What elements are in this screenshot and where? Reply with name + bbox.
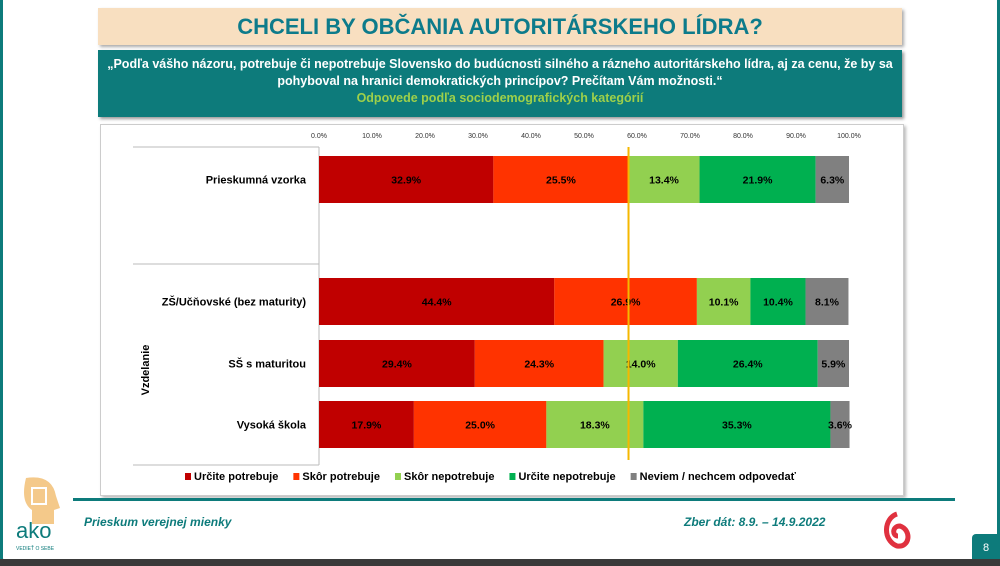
x-tick-label: 100.0% (837, 133, 861, 140)
data-label: 26.9% (611, 297, 641, 309)
bar-segment (830, 401, 850, 448)
x-tick-label: 40.0% (521, 133, 541, 140)
bar-segment (493, 156, 629, 203)
footer-date: Zber dát: 8.9. – 14.9.2022 (684, 515, 826, 529)
category-label: Prieskumná vzorka (206, 175, 307, 187)
bar-segment (815, 156, 849, 203)
ako-logo: ako VEDIEŤ O SEBE (16, 477, 60, 552)
data-label: 5.9% (821, 359, 846, 371)
legend-swatch (293, 473, 300, 480)
bar-segment (319, 156, 494, 203)
x-tick-label: 10.0% (362, 133, 382, 140)
svg-text:ako: ako (16, 518, 51, 543)
data-label: 17.9% (352, 420, 382, 432)
bar-segment (319, 278, 555, 325)
bar-segment (474, 340, 604, 387)
legend-swatch (394, 473, 401, 480)
bar-segment (677, 340, 818, 387)
legend-swatch (509, 473, 516, 480)
data-label: 29.4% (382, 359, 412, 371)
data-label: 35.3% (722, 420, 752, 432)
stacked-bar-chart: 0.0% 10.0% 20.0% 30.0% 40.0% 50.0% 60.0% 70.0% 8… (133, 133, 861, 483)
data-label: 10.1% (709, 297, 739, 309)
x-tick-label: 0.0% (311, 133, 327, 140)
x-tick-label: 30.0% (468, 133, 488, 140)
question-text: „Podľa vášho názoru, potrebuje či nepotr… (107, 57, 893, 88)
data-label: 13.4% (649, 175, 679, 187)
x-tick-label: 90.0% (786, 133, 806, 140)
legend-label: Skôr potrebuje (302, 471, 380, 483)
spiral-logo-icon (884, 511, 911, 549)
bar-segment (628, 156, 700, 203)
bar-segment (805, 278, 849, 325)
data-label: 25.5% (546, 175, 576, 187)
x-tick-label: 80.0% (733, 133, 753, 140)
data-label: 6.3% (820, 175, 845, 187)
legend-label: Neviem / nechcem odpovedať (640, 471, 797, 483)
legend-swatch (630, 473, 637, 480)
category-label: SŠ s maturitou (228, 358, 306, 371)
footer-rule (73, 498, 955, 501)
legend-label: Skôr nepotrebuje (404, 471, 494, 483)
bar-segment (696, 278, 751, 325)
group-label: Vzdelanie (140, 345, 152, 396)
question-box: „Podľa vášho názoru, potrebuje či nepotr… (98, 50, 902, 117)
svg-text:VEDIEŤ O SEBE: VEDIEŤ O SEBE (16, 544, 55, 552)
data-label: 14.0% (626, 359, 656, 371)
subtitle: Odpovede podľa sociodemografických kateg… (356, 91, 644, 105)
legend-swatch (185, 473, 191, 480)
bar-segment (603, 340, 678, 387)
legend-label: Určite nepotrebuje (518, 471, 615, 483)
category-label: ZŠ/Učňovské (bez maturity) (162, 296, 307, 309)
data-label: 18.3% (580, 420, 610, 432)
page-number: 8 (972, 534, 1000, 562)
bar-segment (554, 278, 697, 325)
bar-segment (643, 401, 831, 448)
data-label: 32.9% (391, 175, 421, 187)
category-label: Vysoká škola (237, 420, 307, 432)
chart-container: 0.0% 10.0% 20.0% 30.0% 40.0% 50.0% 60.0% 70.0% 8… (100, 124, 904, 496)
data-label: 10.4% (763, 297, 793, 309)
data-label: 44.4% (422, 297, 452, 309)
data-label: 3.6% (828, 420, 853, 432)
data-label: 24.3% (524, 359, 554, 371)
x-tick-label: 60.0% (627, 133, 647, 140)
bar-segment (750, 278, 806, 325)
bar-segment (319, 401, 414, 448)
data-label: 21.9% (743, 175, 773, 187)
data-label: 25.0% (465, 420, 495, 432)
x-tick-label: 50.0% (574, 133, 594, 140)
bar-segment (413, 401, 547, 448)
data-label: 26.4% (733, 359, 763, 371)
x-tick-label: 20.0% (415, 133, 435, 140)
bottom-bar (0, 559, 1000, 566)
bar-segment (699, 156, 816, 203)
legend-label: Určite potrebuje (194, 471, 278, 483)
bar-segment (817, 340, 849, 387)
data-label: 8.1% (815, 297, 840, 309)
x-tick-label: 70.0% (680, 133, 700, 140)
bar-segment (546, 401, 644, 448)
bar-segment (319, 340, 475, 387)
footer-left: Prieskum verejnej mienky (84, 515, 232, 529)
slide-title: CHCELI BY OBČANIA AUTORITÁRSKEHO LÍDRA? (98, 8, 902, 45)
